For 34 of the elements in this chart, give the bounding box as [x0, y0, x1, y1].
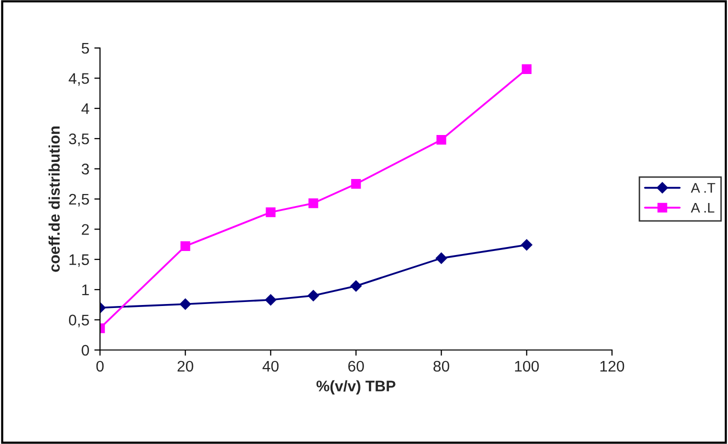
point	[521, 239, 532, 251]
y-tick-label: 5	[82, 43, 89, 54]
y-tick-label: 0	[82, 344, 89, 356]
point	[350, 280, 362, 292]
x-axis-title: %(v/v) TBP	[316, 380, 396, 394]
x-tick-label: 80	[434, 360, 450, 372]
point	[522, 64, 532, 74]
x-tick-label: 40	[262, 360, 279, 372]
y-tick-label: 2,5	[69, 194, 89, 206]
point	[265, 294, 276, 306]
point	[308, 198, 318, 208]
y-tick-label: 2	[82, 224, 89, 235]
x-tick-label: 100	[515, 360, 539, 372]
point	[436, 134, 446, 145]
point	[308, 290, 319, 302]
legend-label: A .T	[690, 183, 716, 193]
point	[180, 241, 190, 251]
y-tick-label: 1,5	[70, 254, 89, 267]
y-tick-label: 4,5	[68, 73, 89, 86]
y-axis-title: coeff.de distribution	[48, 126, 60, 272]
x-tick-label: 120	[600, 360, 624, 372]
y-tick-label: 4	[81, 103, 90, 114]
y-tick-label: 3	[82, 164, 89, 174]
x-tick-label: 20	[178, 360, 194, 372]
point	[351, 179, 361, 189]
y-tick-label: 1	[82, 284, 89, 296]
x-tick-label: 0	[96, 360, 104, 372]
y-tick-label: 3,5	[68, 133, 89, 146]
point	[266, 207, 276, 218]
legend-label: A .L	[690, 202, 714, 213]
point	[180, 298, 191, 310]
x-tick-label: 60	[348, 360, 364, 372]
y-tick-label: 0,5	[68, 314, 89, 328]
point	[436, 252, 447, 264]
